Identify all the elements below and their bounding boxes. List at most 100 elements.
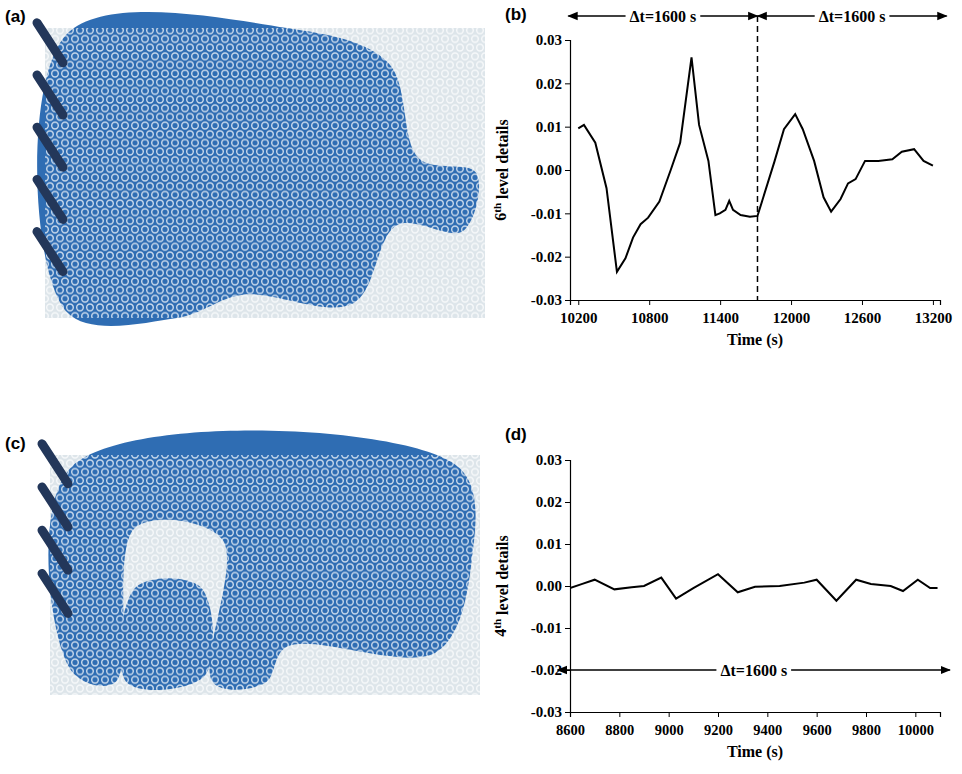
photo (42, 431, 480, 695)
axis-line (571, 301, 941, 306)
annotation: Δt=1600 s (568, 7, 757, 26)
x-axis: 10200 10800 11400 12000 12600 13200 (560, 300, 952, 326)
x-axis: 860088009000920094009600980010000 (556, 712, 941, 738)
tick: 0.01 (536, 536, 570, 552)
tick: 0.00 (536, 162, 570, 178)
tick: 8800 (605, 712, 634, 738)
annotation-ground (716, 661, 791, 680)
tube (37, 127, 63, 167)
tick-label: -0.02 (531, 249, 562, 265)
tick-label: -0.01 (531, 206, 562, 222)
tick-mark (862, 300, 863, 305)
photo-ground (50, 455, 480, 695)
figure: (a)(c)102001080011400120001260013200-0.0… (0, 0, 962, 774)
tick: 12600 (844, 300, 882, 326)
tick: 10000 (898, 712, 934, 738)
tick: -0.02 (531, 249, 570, 265)
tick: 10200 (560, 300, 598, 326)
tick-mark (565, 127, 570, 128)
tick-mark (565, 544, 570, 545)
tick-label: 13200 (915, 310, 953, 326)
tick-label: 0.03 (536, 452, 562, 468)
tick-mark (565, 257, 570, 258)
tick-label: 9800 (852, 722, 881, 738)
x-axis-title: Time (s) (727, 331, 783, 349)
tick: 9400 (753, 712, 782, 738)
tick-mark (565, 40, 570, 41)
tube (42, 530, 68, 570)
data-line (578, 57, 933, 272)
tick: -0.03 (531, 704, 570, 720)
annotation-text: Δt=1600 s (630, 8, 697, 25)
tube (37, 179, 63, 219)
tick-mark (565, 712, 570, 713)
tick-mark (565, 213, 570, 214)
annotation-text: Δt=1600 s (720, 662, 787, 679)
tube (42, 444, 68, 484)
tick-label: 9200 (704, 722, 733, 738)
tick-label: 10800 (631, 310, 669, 326)
tick: 12000 (773, 300, 811, 326)
tick-label: -0.03 (531, 704, 562, 720)
tick-label: 8600 (556, 722, 585, 738)
annotation: Δt=1600 s (757, 7, 946, 26)
y-axis-title: 4th level details (491, 535, 511, 636)
reference-line (757, 16, 759, 300)
annotation: Δt=1600 s (558, 661, 950, 680)
plot-area (570, 574, 938, 600)
tick-label: 0.03 (536, 32, 562, 48)
tick-mark (565, 460, 570, 461)
y-axis: -0.03-0.02-0.010.000.010.020.03 (531, 452, 571, 720)
tick-mark (718, 712, 719, 717)
tick-mark (619, 712, 620, 717)
tick: 0.03 (536, 32, 570, 48)
tube (37, 232, 63, 272)
tick-label: 12600 (844, 310, 882, 326)
tick: 11400 (702, 300, 739, 326)
x-axis-title: Time (s) (727, 743, 783, 761)
tick: 13200 (915, 300, 953, 326)
tick-mark (915, 712, 916, 717)
tick-label: 12000 (773, 310, 811, 326)
tick: 0.02 (536, 494, 570, 510)
tick-label: 0.00 (536, 578, 562, 594)
tick-label: 0.02 (536, 76, 562, 92)
tick-label: 0.01 (536, 119, 562, 135)
tick-label: -0.01 (531, 620, 562, 636)
tick: -0.03 (531, 292, 570, 308)
data-line (570, 574, 938, 600)
chart-panel: 860088009000920094009600980010000-0.03-0… (491, 452, 950, 761)
tick: 0.00 (536, 578, 570, 594)
tick-label: 0.02 (536, 494, 562, 510)
annotation-ground (626, 7, 701, 26)
tick: 9200 (704, 712, 733, 738)
tick-mark (933, 300, 934, 305)
tick: -0.01 (531, 206, 570, 222)
tick-label: 8800 (605, 722, 634, 738)
tick-mark (565, 628, 570, 629)
y-axis: -0.03 -0.02 -0.01 0.00 0.01 0.02 0.03 (531, 32, 571, 308)
tick-mark (720, 300, 721, 305)
tick-mark (649, 300, 650, 305)
tick-label: 10000 (898, 722, 934, 738)
panel-label: (a) (5, 7, 26, 26)
plot-area (578, 57, 933, 272)
tick-mark (578, 300, 579, 305)
axis-line (565, 41, 571, 301)
tick-mark (565, 300, 570, 301)
tick-label: 0.01 (536, 536, 562, 552)
tick: 9800 (852, 712, 881, 738)
bead-pattern (50, 455, 480, 695)
tick: 0.01 (536, 119, 570, 135)
tick: 9000 (655, 712, 684, 738)
tick: 0.03 (536, 452, 570, 468)
panel-label: (d) (505, 425, 527, 444)
axis-line (571, 713, 941, 718)
y-axis-title: 6th level details (491, 119, 511, 220)
tube (37, 23, 63, 63)
tick-mark (565, 170, 570, 171)
tick: -0.01 (531, 620, 570, 636)
tick-label: 10200 (560, 310, 598, 326)
bead-pattern (45, 28, 485, 318)
annotation-text: Δt=1600 s (819, 8, 886, 25)
